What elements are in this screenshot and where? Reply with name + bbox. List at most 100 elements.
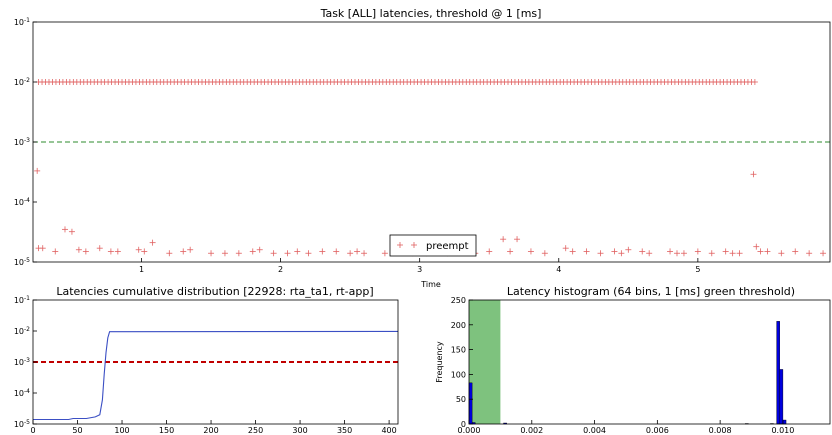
x-tick-label: 350 [337,426,352,435]
data-point [757,248,764,255]
y-tick-label: 150 [451,346,466,355]
threshold-span [469,300,501,424]
x-tick-label: 5 [695,265,700,274]
data-point [750,171,757,178]
data-point [61,226,68,233]
data-point [256,246,263,253]
data-point [180,248,187,255]
data-point [486,248,493,255]
data-point [569,248,576,255]
data-point [527,248,534,255]
data-point [96,245,103,252]
data-point [820,250,827,257]
data-point [597,250,604,257]
data-point [166,250,173,257]
x-tick-label: 0.008 [709,426,732,435]
x-tick-label: 250 [248,426,263,435]
data-point [646,250,653,257]
data-point [764,248,771,255]
series-line [33,330,399,421]
chart-title: Task [ALL] latencies, threshold @ 1 [ms] [320,7,542,20]
data-point [52,248,59,255]
data-point [694,248,701,255]
legend-marker [411,242,417,248]
data-point [541,250,548,257]
data-point [221,250,228,257]
data-point [149,239,156,246]
y-tick-label: 10-1 [14,295,30,305]
x-tick-label: 0 [30,426,35,435]
data-point [514,236,521,243]
data-point [673,250,680,257]
y-tick-label: 100 [451,370,466,379]
x-tick-label: 0.006 [646,426,669,435]
x-tick-label: 0.002 [520,426,543,435]
data-point [722,248,729,255]
data-point [208,250,215,257]
data-point [562,245,569,252]
x-tick-label: 100 [114,426,129,435]
histogram-bar [782,419,787,425]
data-point [806,250,813,257]
data-point [82,248,89,255]
chart-title: Latencies cumulative distribution [22928… [56,285,373,298]
data-point [187,246,194,253]
x-tick-label: 1 [139,265,144,274]
data-point [284,250,291,257]
axes-frame [468,299,831,425]
data-point [792,248,799,255]
x-tick-label: 200 [203,426,218,435]
y-tick-label: 250 [451,296,466,305]
data-point [778,250,785,257]
y-axis-label: Frequency [435,341,444,383]
data-point [751,79,758,85]
data-point [500,236,507,243]
y-tick-label: 10-3 [14,137,30,147]
data-point [639,248,646,255]
data-point [361,250,368,257]
data-point [611,248,618,255]
data-point [680,250,687,257]
legend: preempt [389,234,477,257]
data-point [305,250,312,257]
y-tick-label: 10-3 [14,357,30,367]
y-tick-label: 10-1 [14,17,30,27]
histogram-bar [779,369,784,425]
x-tick-label: 4 [556,265,561,274]
plot-area [33,22,830,262]
y-tick-label: 50 [456,395,466,404]
y-tick-label: 10-4 [14,197,30,207]
data-point [583,248,590,255]
legend-box [389,234,477,257]
data-point [381,250,388,257]
data-point [39,245,46,252]
x-tick-label: 2 [278,265,283,274]
data-point [135,246,142,253]
data-point [354,248,361,255]
data-point [333,248,340,255]
histogram-bar [468,382,473,425]
legend-marker [397,242,403,248]
cdf-panel: Latencies cumulative distribution [22928… [14,285,399,435]
data-point [75,246,82,253]
x-tick-label: 3 [417,265,422,274]
x-axis-label: Time [420,280,441,289]
x-tick-label: 400 [381,426,396,435]
x-tick-label: 0.010 [771,426,794,435]
chart-title: Latency histogram (64 bins, 1 [ms] green… [507,285,795,298]
x-tick-label: 0.004 [583,426,606,435]
data-point [618,250,625,257]
data-point [114,248,121,255]
data-point [507,248,514,255]
plot-area [33,300,398,424]
histogram-bar [776,321,780,425]
y-tick-label: 10-5 [14,257,30,267]
plot-area [469,300,830,424]
data-point [235,250,242,257]
data-point [249,248,256,255]
histogram-panel: Latency histogram (64 bins, 1 [ms] green… [435,285,831,435]
data-point [270,250,277,257]
data-point [68,228,75,235]
x-tick-label: 50 [72,426,82,435]
